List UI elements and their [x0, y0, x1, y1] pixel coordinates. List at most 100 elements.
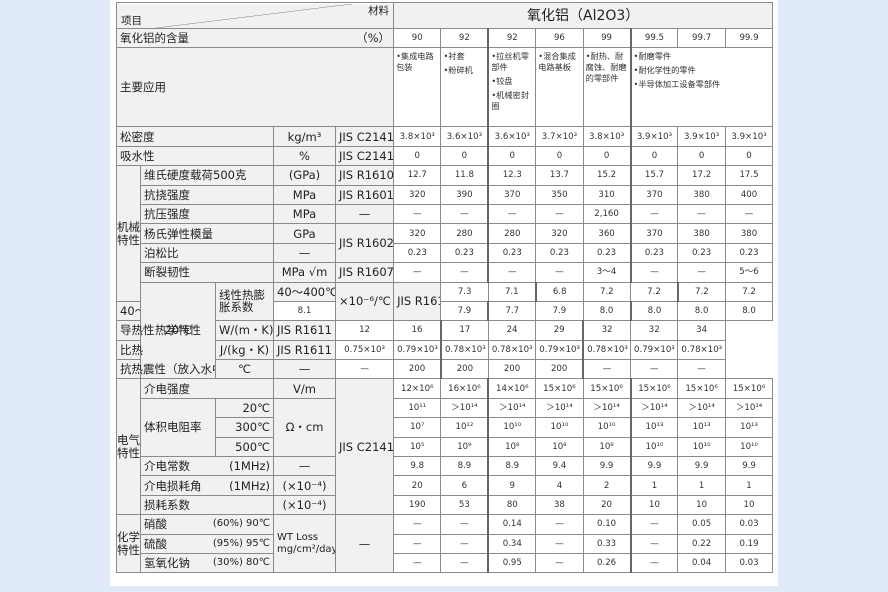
- application-cell: •集成电路包装: [393, 47, 442, 128]
- property-label: 硫酸: [144, 536, 167, 551]
- applications-label: 主要应用: [115, 47, 395, 128]
- value-cell: 0.10: [582, 514, 632, 535]
- value-cell: 8.0: [724, 300, 774, 322]
- temperature: 500℃: [215, 436, 274, 458]
- temperature: 20℃: [215, 397, 274, 419]
- row-fracture: 断裂韧性 MPa √m JIS R1607— — — —3～4— —5～6: [117, 262, 774, 283]
- value-cell: 370: [487, 184, 537, 205]
- row-resistivity-500: 500℃ 10⁵ 10⁹ 10⁸ 10⁸ 10⁸ 10¹⁰ 10¹⁰ 10¹⁰: [117, 436, 774, 458]
- value-cell: 9.9: [582, 456, 632, 477]
- value-cell: 200: [487, 359, 537, 380]
- value-cell: 10¹³: [724, 417, 774, 438]
- value-cell: 0.78×10³: [439, 339, 489, 361]
- value-cell: —: [629, 203, 679, 225]
- row-resistivity-20: 体积电阻率 20℃ Ω・cm 10¹¹ ＞10¹⁴ ＞10¹⁴ ＞10¹⁴ ＞10¹⁴ ＞10¹…: [117, 397, 774, 458]
- value-cell: 4: [535, 475, 584, 496]
- unit: W/(m・K): [215, 320, 274, 341]
- value-cell: 7.2: [630, 281, 679, 302]
- unit: (×10⁻⁴): [273, 475, 336, 496]
- value-cell: 380: [677, 223, 726, 244]
- value-cell: —: [629, 552, 679, 574]
- value-cell: 3.9×10³: [677, 126, 726, 147]
- value-cell: 7.2: [676, 281, 726, 302]
- value-cell: 15×10⁶: [535, 378, 584, 399]
- value-cell: 10¹⁰: [535, 417, 584, 438]
- value-cell: 0.23: [393, 242, 442, 264]
- value-cell: ＞10¹⁴: [629, 397, 679, 419]
- value-cell: 0: [629, 145, 679, 167]
- value-cell: 12×10⁶: [393, 378, 442, 399]
- property-label: 抗挠强度: [140, 184, 274, 205]
- applications-row: 主要应用 •集成电路包装 •衬套 •粉碎机 •拉丝机零部件 •铰盘 •机械密封圈 •混合集成…: [115, 47, 774, 128]
- value-cell: 99.9: [724, 27, 774, 49]
- application-item: •机械密封圈: [491, 90, 529, 112]
- group-chemical: 化学特性: [116, 514, 141, 574]
- value-cell: 10¹⁰: [629, 436, 679, 458]
- value-cell: —: [629, 533, 679, 554]
- value-cell: 6: [440, 475, 489, 496]
- condition: (30%) 80℃: [212, 557, 270, 569]
- standard: JIS R1602: [334, 223, 395, 264]
- value-cell: 32: [630, 320, 679, 341]
- value-cell: 2,160: [582, 203, 632, 225]
- value-cell: 2: [582, 475, 632, 496]
- unit: —: [273, 456, 336, 477]
- value-cell: 17.2: [677, 165, 726, 186]
- value-cell: 16×10⁶: [440, 378, 489, 399]
- value-cell: 92: [440, 27, 489, 49]
- value-cell: 15×10⁶: [677, 378, 726, 399]
- value-cell: 10: [629, 494, 679, 516]
- value-cell: 0.79×10³: [535, 339, 584, 361]
- row-water-absorption: 吸水性% JIS C2141 0 0 0 0 0 0 0 0: [116, 145, 774, 167]
- property-label: 抗压强度: [140, 203, 274, 225]
- value-cell: 10¹³: [677, 417, 726, 438]
- value-cell: —: [630, 359, 679, 380]
- value-cell: 3.8×10³: [582, 126, 632, 147]
- value-cell: 0.23: [677, 242, 726, 264]
- property-label: 杨氏弹性模量: [140, 223, 274, 244]
- value-cell: 0.04: [677, 552, 726, 574]
- value-cell: —: [440, 262, 489, 283]
- value-cell: —: [487, 262, 537, 283]
- unit: kg/m³: [273, 126, 336, 147]
- value-cell: 12.7: [393, 165, 442, 186]
- value-cell: 9.9: [724, 456, 774, 477]
- application-cell: •拉丝机零部件 •铰盘 •机械密封圈: [487, 47, 537, 128]
- value-cell: —: [629, 514, 679, 535]
- row-bulk-density: 松密度 kg/m³ JIS C2141 3.8×10³ 3.6×10³ 3.6×10³ 3.…: [116, 126, 774, 147]
- value-cell: 3.6×10³: [487, 126, 537, 147]
- application-cell: •混合集成电路基板: [535, 47, 584, 128]
- unit: GPa: [273, 223, 336, 244]
- value-cell: 7.1: [487, 281, 537, 302]
- value-cell: 10¹²: [440, 417, 489, 438]
- value-cell: 10¹⁰: [487, 417, 537, 438]
- value-cell: 9: [487, 475, 537, 496]
- value-cell: 14×10⁶: [487, 378, 537, 399]
- standard: JIS R1611: [273, 339, 336, 361]
- property-label: 损耗系数: [140, 494, 274, 516]
- material-label: 材料: [368, 4, 390, 17]
- value-cell: 3～4: [582, 262, 632, 283]
- value-cell: 0.22: [677, 533, 726, 554]
- unit: —: [273, 242, 336, 264]
- value-cell: 32: [582, 320, 632, 341]
- temperature: 20℃: [164, 323, 192, 338]
- property-label-cell: 介电损耗角 (1MHz): [140, 475, 274, 496]
- unit-line1: WT Loss: [277, 531, 319, 543]
- value-cell: 20: [393, 475, 442, 496]
- unit: MPa: [273, 184, 336, 205]
- property-label: 维氏硬度载荷500克: [140, 165, 274, 186]
- content-row: 氧化铝的含量 （%） 90 92 92 96 99 99.5 99.7 99.9: [115, 27, 774, 49]
- value-cell: 7.7: [487, 300, 537, 322]
- value-cell: 0: [677, 145, 726, 167]
- value-cell: —: [582, 359, 632, 380]
- value-cell: 380: [677, 184, 726, 205]
- value-cell: 80: [487, 494, 537, 516]
- value-cell: 8.0: [582, 300, 632, 322]
- value-cell: 0.33: [582, 533, 632, 554]
- value-cell: 380: [724, 223, 774, 244]
- value-cell: 15×10⁶: [629, 378, 679, 399]
- value-cell: 90: [393, 27, 442, 49]
- value-cell: 0.79×10³: [393, 339, 442, 361]
